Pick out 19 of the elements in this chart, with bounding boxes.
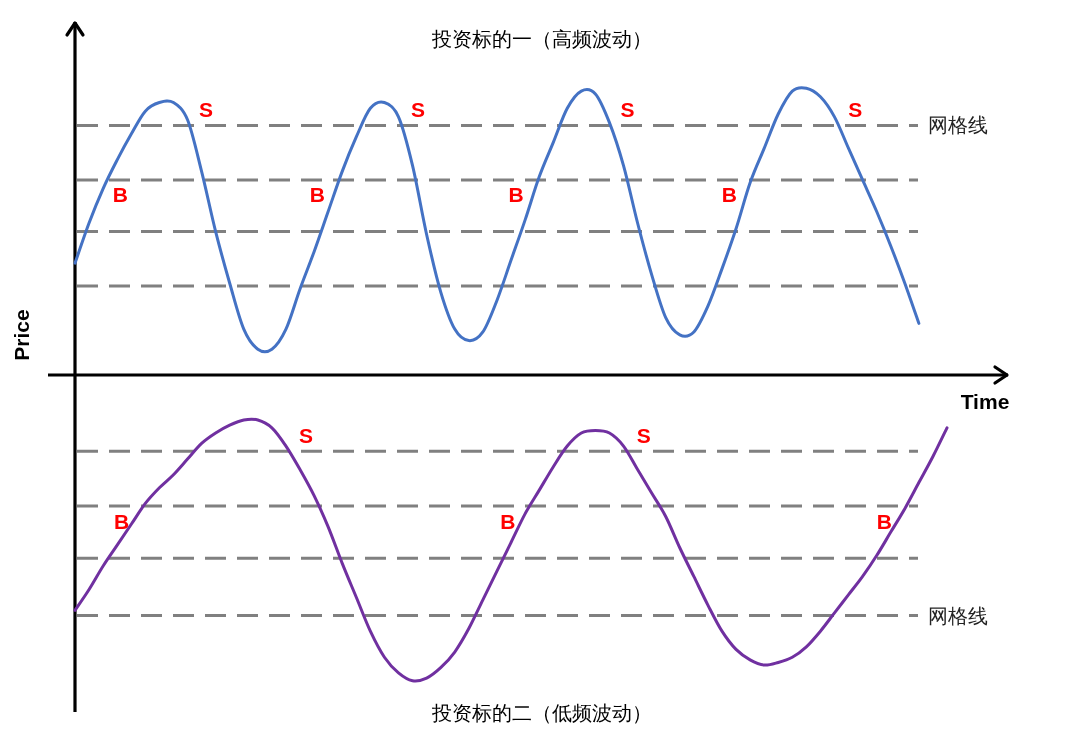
annotation: S	[636, 423, 651, 447]
annotation: S	[199, 97, 214, 121]
annotation: B	[113, 509, 130, 533]
annotation: B	[500, 509, 516, 533]
ref-line-label: 网格线	[928, 604, 988, 627]
annotation: S	[848, 97, 863, 121]
annotation: B	[508, 183, 524, 207]
chart-title: 投资标的二（低频波动）	[431, 702, 652, 724]
ref-line-label: 网格线	[928, 114, 988, 137]
x-axis-title: Time	[960, 389, 1010, 413]
chart-title: 投资标的一（高频波动）	[431, 28, 652, 50]
annotation: B	[309, 183, 325, 207]
annotation: B	[721, 183, 737, 207]
annotation: B	[112, 183, 128, 207]
annotation: S	[620, 97, 635, 121]
annotation: B	[876, 509, 892, 533]
y-axis-title: Price	[9, 309, 33, 361]
annotation: S	[410, 97, 425, 121]
annotation: S	[299, 423, 314, 447]
